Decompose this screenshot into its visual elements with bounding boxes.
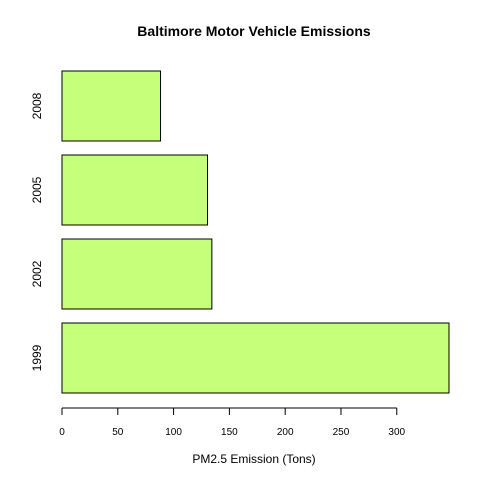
x-tick-label: 150 xyxy=(221,427,238,438)
chart-title: Baltimore Motor Vehicle Emissions xyxy=(137,23,371,39)
x-ticks-group: 0 50 100 150 200 250 300 xyxy=(59,408,406,438)
bar-1999 xyxy=(61,322,450,394)
x-tick-label: 200 xyxy=(277,427,294,438)
bar-2002 xyxy=(61,238,213,310)
x-tick-label: 0 xyxy=(59,427,65,438)
x-tick-label: 100 xyxy=(165,427,182,438)
bars-group xyxy=(61,70,450,394)
category-label-2008: 2008 xyxy=(30,92,44,119)
x-axis: 0 50 100 150 200 250 300 xyxy=(59,407,406,438)
x-tick-label: 300 xyxy=(388,427,405,438)
category-label-1999: 1999 xyxy=(30,344,44,371)
bar-2008 xyxy=(61,70,162,142)
x-tick-label: 250 xyxy=(333,427,350,438)
bar-2005 xyxy=(61,154,209,226)
x-tick-label: 50 xyxy=(112,427,124,438)
category-labels-group: 1999 2002 2005 2008 xyxy=(30,92,44,371)
x-axis-label: PM2.5 Emission (Tons) xyxy=(192,452,315,466)
category-label-2005: 2005 xyxy=(30,176,44,203)
category-label-2002: 2002 xyxy=(30,260,44,287)
